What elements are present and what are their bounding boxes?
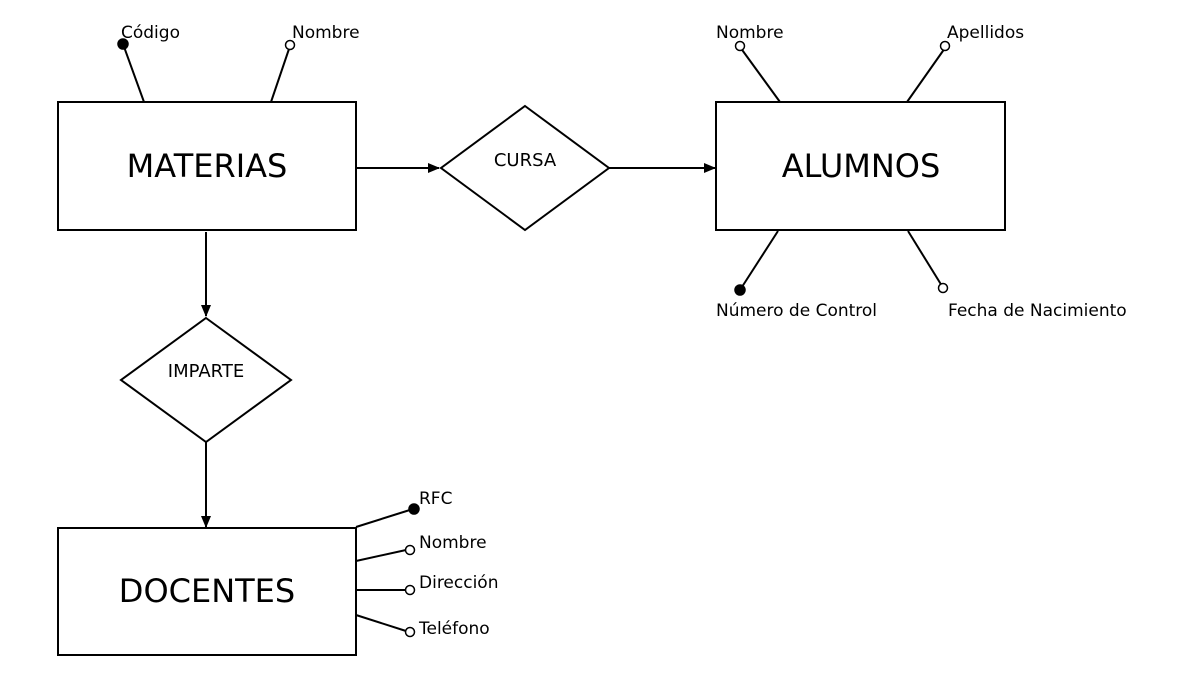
- relationship-cursa-diamond: [439, 104, 611, 232]
- attribute-connector: [906, 47, 946, 103]
- attribute-alumnos-fecha-nacimiento[interactable]: Fecha de Nacimiento: [907, 230, 1127, 321]
- relationship-imparte-diamond: [119, 316, 293, 444]
- entity-alumnos-box: [715, 101, 1006, 231]
- attribute-docentes-rfc[interactable]: RFC: [355, 489, 452, 528]
- attribute-alumnos-nombre[interactable]: Nombre: [716, 23, 784, 103]
- attribute-label: Apellidos: [947, 23, 1024, 43]
- attribute-label: Nombre: [292, 23, 360, 43]
- attribute-docentes-telefono[interactable]: Teléfono: [355, 614, 490, 639]
- attribute-dot: [937, 282, 949, 294]
- attribute-connector: [739, 46, 781, 103]
- entity-alumnos[interactable]: ALUMNOS: [715, 101, 1006, 231]
- attribute-label: Nombre: [419, 533, 487, 553]
- attribute-label: Nombre: [716, 23, 784, 43]
- attribute-dot: [404, 544, 416, 556]
- primary-key-dot: [734, 284, 746, 296]
- attribute-label: RFC: [419, 489, 452, 509]
- primary-key-dot: [408, 503, 420, 515]
- attribute-docentes-direccion[interactable]: Dirección: [356, 573, 498, 596]
- attribute-alumnos-numero-control[interactable]: Número de Control: [716, 230, 877, 321]
- attribute-label: Teléfono: [418, 619, 490, 639]
- connections: [201, 163, 716, 528]
- attribute-connector: [270, 45, 291, 103]
- attribute-dot: [404, 584, 416, 596]
- entity-docentes-label: DOCENTES: [119, 572, 295, 610]
- attribute-alumnos-apellidos[interactable]: Apellidos: [906, 23, 1024, 103]
- attribute-dot: [734, 40, 746, 52]
- attribute-connector: [355, 508, 414, 528]
- attribute-label: Dirección: [419, 573, 498, 593]
- attribute-connector: [907, 230, 943, 287]
- attribute-connector: [355, 549, 407, 562]
- attribute-connector: [355, 614, 407, 632]
- attribute-materias-nombre[interactable]: Nombre: [270, 23, 360, 103]
- attribute-connector: [739, 230, 779, 291]
- attribute-label: Código: [121, 23, 180, 43]
- entity-materias[interactable]: MATERIAS: [57, 101, 357, 231]
- entity-docentes[interactable]: DOCENTES: [57, 527, 357, 656]
- relationship-cursa[interactable]: CURSA: [439, 104, 611, 232]
- attribute-label: Número de Control: [716, 301, 877, 321]
- attribute-materias-codigo[interactable]: Código: [117, 23, 180, 103]
- attribute-dot: [404, 626, 416, 638]
- attribute-docentes-nombre[interactable]: Nombre: [355, 533, 487, 562]
- relationship-cursa-label: CURSA: [494, 150, 557, 171]
- relationship-imparte-label: IMPARTE: [168, 361, 244, 382]
- entity-docentes-box: [57, 527, 357, 656]
- attribute-dot: [284, 39, 296, 51]
- primary-key-dot: [117, 38, 129, 50]
- entity-materias-label: MATERIAS: [127, 147, 288, 185]
- entity-materias-box: [57, 101, 357, 231]
- entity-alumnos-label: ALUMNOS: [782, 147, 941, 185]
- relationship-imparte[interactable]: IMPARTE: [119, 316, 293, 444]
- attribute-label: Fecha de Nacimiento: [948, 301, 1127, 321]
- attribute-connector: [122, 43, 145, 103]
- attribute-dot: [939, 40, 951, 52]
